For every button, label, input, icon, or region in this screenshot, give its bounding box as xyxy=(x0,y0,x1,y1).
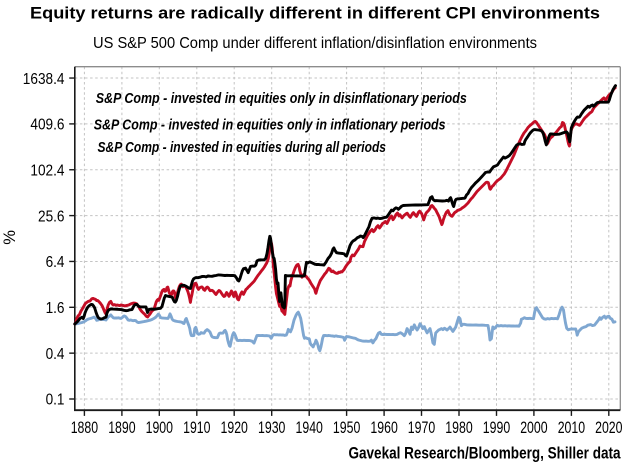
svg-text:1950: 1950 xyxy=(333,418,360,437)
svg-text:1920: 1920 xyxy=(221,418,248,437)
svg-text:1910: 1910 xyxy=(183,418,210,437)
svg-text:409.6: 409.6 xyxy=(30,117,64,134)
svg-text:1970: 1970 xyxy=(408,418,435,437)
svg-text:1940: 1940 xyxy=(296,418,323,437)
svg-text:S&P Comp - invested in equitie: S&P Comp - invested in equities only in … xyxy=(96,91,467,107)
svg-text:2020: 2020 xyxy=(595,418,622,437)
svg-text:25.6: 25.6 xyxy=(38,208,65,225)
svg-text:0.4: 0.4 xyxy=(46,346,65,363)
svg-text:1980: 1980 xyxy=(445,418,472,437)
svg-text:Equity returns are radically d: Equity returns are radically different i… xyxy=(30,4,600,22)
svg-text:2000: 2000 xyxy=(520,418,547,437)
svg-text:1880: 1880 xyxy=(71,418,98,437)
svg-text:1900: 1900 xyxy=(146,418,173,437)
svg-text:Gavekal Research/Bloomberg, Sh: Gavekal Research/Bloomberg, Shiller data xyxy=(349,444,622,462)
svg-text:102.4: 102.4 xyxy=(30,162,64,179)
svg-text:%: % xyxy=(1,230,19,245)
svg-text:2010: 2010 xyxy=(558,418,585,437)
svg-text:1890: 1890 xyxy=(108,418,135,437)
svg-text:1990: 1990 xyxy=(483,418,510,437)
svg-text:S&P Comp - invested in equitie: S&P Comp - invested in equities during a… xyxy=(98,140,387,156)
svg-text:S&P Comp - invested in equitie: S&P Comp - invested in equities only in … xyxy=(94,117,446,133)
svg-text:US S&P 500 Comp under differen: US S&P 500 Comp under different inflatio… xyxy=(93,35,537,52)
svg-text:1930: 1930 xyxy=(258,418,285,437)
svg-text:1960: 1960 xyxy=(370,418,397,437)
svg-text:6.4: 6.4 xyxy=(46,254,65,271)
svg-text:0.1: 0.1 xyxy=(46,392,65,409)
svg-text:1.6: 1.6 xyxy=(46,300,65,317)
svg-text:1638.4: 1638.4 xyxy=(23,71,65,88)
